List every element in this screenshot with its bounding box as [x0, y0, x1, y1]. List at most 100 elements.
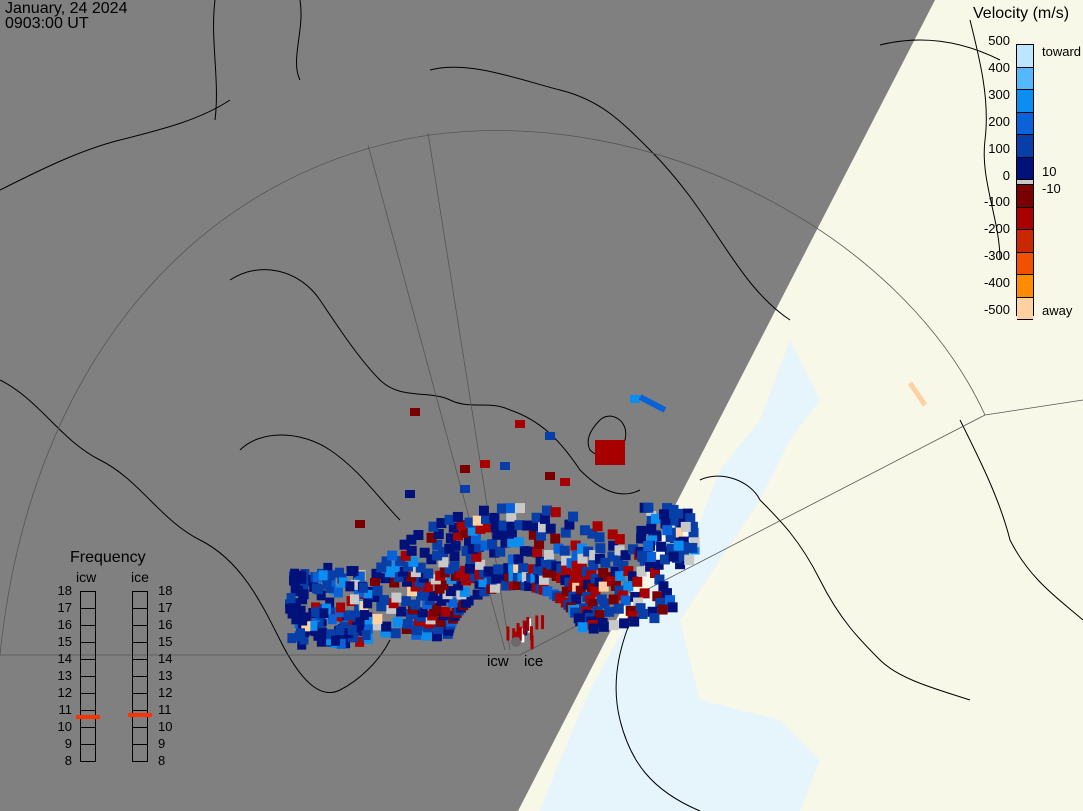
velocity-cell — [291, 598, 301, 609]
velocity-cell — [607, 551, 618, 562]
velocity-cell — [461, 546, 472, 557]
velocity-cell — [319, 608, 329, 619]
velocity-cell — [590, 586, 601, 597]
colorbar-tick-label: -400 — [983, 275, 1010, 291]
velocity-cell — [525, 546, 536, 557]
velocity-cell — [653, 559, 664, 570]
velocity-cell — [633, 597, 644, 608]
velocity-cell — [662, 525, 673, 536]
velocity-cell — [384, 567, 395, 578]
velocity-cell — [480, 460, 490, 468]
velocity-cell — [475, 559, 486, 570]
velocity-cell — [487, 539, 498, 550]
frequency-cell — [133, 677, 147, 694]
velocity-cell — [401, 623, 412, 634]
velocity-cell — [387, 550, 398, 561]
velocity-cell — [538, 575, 549, 586]
velocity-cell — [489, 512, 500, 523]
frequency-radar-ice: ice — [131, 569, 149, 585]
frequency-cell — [133, 660, 147, 677]
velocity-cell — [438, 547, 449, 558]
frequency-tick-label: 11 — [158, 702, 172, 717]
colorbar-tick-label: 0 — [1002, 167, 1010, 183]
velocity-cell — [575, 585, 586, 596]
velocity-cell — [519, 546, 530, 557]
velocity-cell — [500, 537, 511, 548]
velocity-cell — [570, 540, 581, 551]
velocity-cell — [413, 530, 424, 541]
velocity-cell — [327, 614, 337, 625]
velocity-cell — [632, 576, 643, 587]
colorbar-segment-toward — [1017, 112, 1033, 135]
velocity-cell — [376, 601, 387, 612]
velocity-cell — [316, 590, 326, 601]
velocity-cell — [400, 596, 411, 607]
frequency-tick-label: 18 — [57, 583, 72, 598]
velocity-cell — [546, 559, 557, 570]
colorbar-segment-toward — [1017, 45, 1033, 68]
velocity-cell — [545, 432, 555, 440]
velocity-cell — [506, 528, 517, 539]
velocity-cell — [423, 568, 434, 579]
velocity-cell — [406, 545, 417, 556]
velocity-cell — [516, 623, 520, 638]
velocity-cell — [471, 551, 482, 562]
frequency-tick-label: 8 — [158, 753, 166, 768]
velocity-cell — [522, 620, 526, 635]
velocity-cell — [659, 509, 670, 520]
velocity-cell — [564, 519, 575, 530]
velocity-cell — [444, 543, 455, 554]
velocity-cell — [355, 520, 365, 528]
frequency-tick-label: 9 — [64, 736, 72, 751]
velocity-cell — [588, 623, 599, 634]
velocity-cell — [506, 511, 517, 522]
velocity-cell — [460, 485, 470, 493]
frequency-tick-label: 15 — [57, 634, 72, 649]
velocity-cell — [376, 562, 387, 573]
velocity-cell — [322, 579, 332, 590]
frequency-cell — [133, 694, 147, 711]
velocity-cell — [395, 556, 406, 567]
velocity-cell — [542, 567, 553, 578]
velocity-cell — [687, 521, 698, 532]
velocity-cell — [499, 529, 510, 540]
velocity-cell — [608, 540, 619, 551]
velocity-cell — [500, 462, 510, 470]
velocity-cell — [503, 563, 514, 574]
velocity-cell — [480, 540, 491, 551]
velocity-cell — [531, 512, 542, 523]
frequency-radar-icw: icw — [76, 569, 97, 585]
velocity-cell — [646, 551, 657, 562]
velocity-cell — [536, 530, 547, 541]
velocity-cell — [402, 618, 413, 629]
frequency-cell — [81, 626, 95, 643]
velocity-cell — [508, 562, 519, 573]
velocity-cell — [608, 594, 619, 605]
velocity-cell — [390, 628, 401, 639]
velocity-cell — [613, 556, 624, 567]
velocity-cell — [515, 420, 525, 428]
velocity-cell — [625, 605, 636, 616]
velocity-cell — [545, 523, 556, 534]
velocity-cell — [453, 580, 464, 591]
frequency-cell — [81, 694, 95, 711]
velocity-cell — [291, 614, 301, 625]
velocity-cell — [566, 558, 577, 569]
velocity-cell — [460, 465, 470, 473]
frequency-tick-label: 18 — [158, 583, 173, 598]
colorbar-tick-label: 200 — [988, 113, 1010, 129]
colorbar-tick-label: 400 — [988, 59, 1010, 75]
velocity-cell — [355, 571, 365, 582]
velocity-cell — [571, 550, 582, 561]
velocity-cell — [595, 543, 606, 554]
velocity-cell — [406, 534, 417, 545]
legend-away: away — [1042, 303, 1073, 318]
velocity-cell — [666, 543, 677, 554]
velocity-cell — [456, 519, 467, 530]
velocity-cell — [478, 577, 489, 588]
velocity-cell — [647, 535, 658, 546]
velocity-cell — [665, 595, 676, 606]
velocity-cell — [598, 581, 609, 592]
velocity-cell — [372, 585, 383, 596]
velocity-cell — [432, 539, 443, 550]
